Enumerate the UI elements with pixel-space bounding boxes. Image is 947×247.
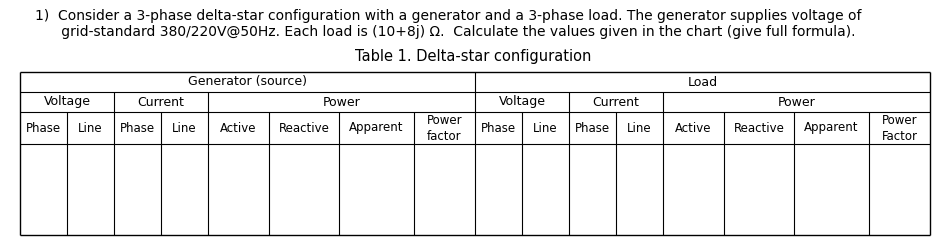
- Text: Line: Line: [172, 122, 197, 135]
- Text: Active: Active: [675, 122, 712, 135]
- Text: Phase: Phase: [481, 122, 516, 135]
- Text: Table 1. Delta-star configuration: Table 1. Delta-star configuration: [355, 49, 591, 64]
- Text: Phase: Phase: [120, 122, 155, 135]
- Text: Active: Active: [221, 122, 257, 135]
- Text: Line: Line: [627, 122, 652, 135]
- Text: Generator (source): Generator (source): [188, 76, 307, 88]
- Text: Phase: Phase: [575, 122, 610, 135]
- Text: Phase: Phase: [26, 122, 61, 135]
- Text: Load: Load: [688, 76, 718, 88]
- Text: Line: Line: [533, 122, 558, 135]
- Text: factor: factor: [427, 129, 462, 143]
- Text: Reactive: Reactive: [278, 122, 330, 135]
- Text: Current: Current: [593, 96, 639, 108]
- Text: Voltage: Voltage: [44, 96, 91, 108]
- Text: Power: Power: [882, 114, 918, 126]
- Text: Apparent: Apparent: [349, 122, 403, 135]
- Text: Factor: Factor: [882, 129, 918, 143]
- Text: Voltage: Voltage: [498, 96, 545, 108]
- Text: Current: Current: [137, 96, 185, 108]
- Text: Reactive: Reactive: [734, 122, 784, 135]
- Text: Line: Line: [79, 122, 103, 135]
- Text: grid-standard 380/220V@50Hz. Each load is (10+8j) Ω.  Calculate the values given: grid-standard 380/220V@50Hz. Each load i…: [35, 25, 855, 39]
- Text: Apparent: Apparent: [804, 122, 859, 135]
- Text: Power: Power: [323, 96, 361, 108]
- Text: Power: Power: [427, 114, 462, 126]
- Text: 1)  Consider a 3-phase delta-star configuration with a generator and a 3-phase l: 1) Consider a 3-phase delta-star configu…: [35, 9, 862, 23]
- Text: Power: Power: [777, 96, 815, 108]
